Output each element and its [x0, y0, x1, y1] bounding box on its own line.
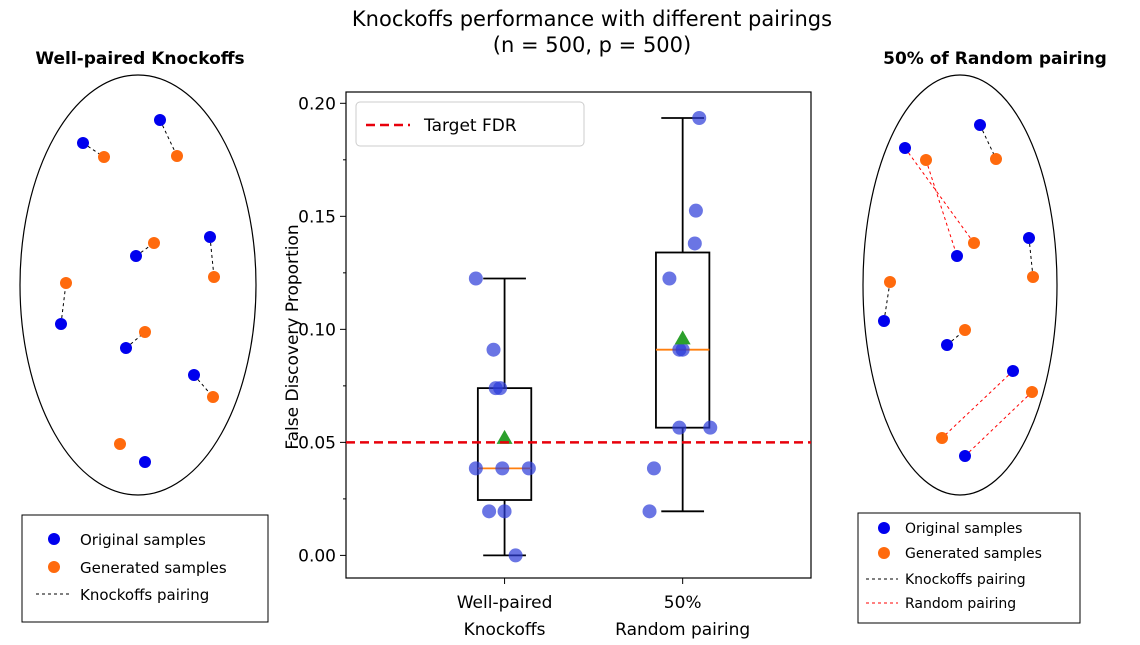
right-ellipse: [862, 74, 1058, 496]
y-tick-label: 0.15: [298, 207, 336, 227]
left-legend-knockoffs-label: Knockoffs pairing: [80, 586, 209, 604]
data-point: [486, 342, 501, 357]
right-random-lines: [904, 147, 1033, 457]
left-illustration: [19, 74, 257, 496]
data-point: [493, 381, 508, 396]
y-tick-label: 0.00: [298, 546, 336, 566]
data-point: [672, 420, 687, 435]
data-point: [495, 461, 510, 476]
left-generated-dots: [60, 150, 220, 450]
data-point: [662, 271, 677, 286]
right-legend-original-label: Original samples: [905, 521, 1022, 537]
data-point: [497, 504, 512, 519]
left-legend-original-marker: [48, 533, 60, 545]
x-tick-label: Random pairing: [615, 620, 750, 640]
left-legend-generated-label: Generated samples: [80, 559, 227, 577]
figure-subtitle: (n = 500, p = 500): [493, 33, 691, 57]
data-point: [468, 461, 483, 476]
data-point: [703, 420, 718, 435]
right-legend: Original samples Generated samples Knock…: [857, 512, 1081, 624]
right-legend-original-marker: [878, 522, 890, 534]
data-point: [675, 342, 690, 357]
left-legend-box: [21, 514, 269, 623]
y-tick-label: 0.10: [298, 320, 336, 340]
data-point: [687, 236, 702, 251]
left-legend-generated-marker: [48, 561, 60, 573]
chart-legend: Target FDR: [355, 101, 585, 147]
data-point: [482, 504, 497, 519]
chart-legend-box: [355, 101, 585, 147]
x-tick-label: Knockoffs: [464, 620, 546, 640]
left-panel-title: Well-paired Knockoffs: [35, 49, 244, 69]
right-legend-generated-label: Generated samples: [905, 546, 1042, 562]
data-point: [688, 203, 703, 218]
left-original-dots: [55, 114, 216, 468]
x-tick-label: Well-paired: [457, 593, 553, 613]
mean-marker: [496, 429, 513, 444]
right-generated-dots: [884, 153, 1039, 444]
mean-marker: [674, 330, 691, 345]
data-point: [508, 548, 523, 563]
y-tick-label: 0.20: [298, 94, 336, 114]
right-legend-random-label: Random pairing: [905, 596, 1016, 612]
right-legend-knockoffs-label: Knockoffs pairing: [905, 572, 1026, 588]
data-point: [521, 461, 536, 476]
right-illustration: [862, 74, 1058, 496]
data-point: [468, 271, 483, 286]
right-legend-box: [857, 512, 1081, 624]
data-point: [646, 461, 661, 476]
plot-area: [345, 91, 812, 579]
data-point: [692, 110, 707, 125]
right-legend-generated-marker: [878, 547, 890, 559]
y-ticks: 0.00 0.05 0.10 0.15 0.20: [298, 94, 346, 566]
left-legend-original-label: Original samples: [80, 531, 206, 549]
data-point: [642, 504, 657, 519]
left-legend: Original samples Generated samples Knock…: [21, 514, 269, 623]
right-knockoff-lines: [883, 124, 1034, 346]
y-tick-label: 0.05: [298, 433, 336, 453]
chart-legend-target-label: Target FDR: [423, 116, 517, 136]
left-ellipse: [19, 74, 257, 496]
fdp-boxplot: False Discovery Proportion 0.000.050.100…: [283, 91, 812, 640]
x-tick-label: 50%: [664, 593, 702, 613]
right-original-dots: [878, 119, 1035, 462]
x-ticks: Well-paired Knockoffs 50% Random pairing: [457, 578, 750, 640]
data-points: [468, 110, 718, 563]
figure-title: Knockoffs performance with different pai…: [352, 7, 832, 31]
right-panel-title: 50% of Random pairing: [883, 49, 1107, 69]
y-axis-label: False Discovery Proportion: [283, 224, 303, 449]
